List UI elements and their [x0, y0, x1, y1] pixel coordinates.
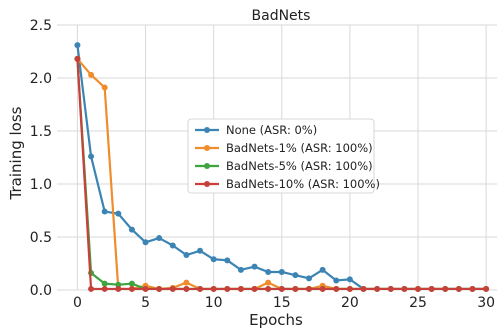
data-point: [428, 285, 435, 292]
data-point: [387, 285, 394, 292]
legend-label: BadNets-10% (ASR: 100%): [226, 177, 380, 191]
data-point: [210, 285, 217, 292]
legend-label: BadNets-5% (ASR: 100%): [226, 159, 373, 173]
legend-item: BadNets-1% (ASR: 100%): [195, 141, 373, 155]
legend-marker: [204, 127, 210, 133]
data-point: [183, 279, 190, 286]
data-point: [115, 281, 122, 288]
data-point: [306, 285, 313, 292]
series-lines: [74, 42, 490, 292]
data-point: [237, 285, 244, 292]
data-point: [115, 210, 122, 217]
x-tick-label: 0: [73, 295, 82, 311]
data-point: [142, 285, 149, 292]
chart-title: BadNets: [252, 8, 311, 24]
legend-item: None (ASR: 0%): [195, 123, 317, 137]
x-axis-label: Epochs: [249, 311, 303, 329]
x-tick-label: 10: [205, 295, 223, 311]
data-point: [306, 275, 313, 282]
data-point: [101, 285, 108, 292]
x-tick-label: 5: [141, 295, 150, 311]
legend: None (ASR: 0%) BadNets-1% (ASR: 100%) BadN…: [187, 118, 380, 194]
data-point: [265, 279, 272, 286]
data-point: [401, 285, 408, 292]
data-point: [455, 285, 462, 292]
x-tick-label: 30: [477, 295, 495, 311]
data-point: [346, 285, 353, 292]
data-point: [251, 263, 258, 270]
data-point: [142, 239, 149, 246]
data-point: [183, 252, 190, 259]
data-point: [265, 268, 272, 275]
data-point: [210, 256, 217, 263]
data-point: [88, 71, 95, 78]
data-point: [319, 285, 326, 292]
y-axis-label: Training loss: [7, 106, 25, 200]
data-point: [156, 285, 163, 292]
data-point: [101, 84, 108, 91]
legend-marker: [204, 145, 210, 151]
y-tick-label: 0.5: [30, 230, 52, 246]
data-point: [278, 285, 285, 292]
data-point: [224, 285, 231, 292]
data-point: [265, 285, 272, 292]
legend-box: [187, 118, 375, 194]
data-point: [333, 285, 340, 292]
data-point: [169, 285, 176, 292]
legend-label: None (ASR: 0%): [226, 123, 317, 137]
data-point: [88, 153, 95, 160]
legend-marker: [204, 181, 210, 187]
data-point: [101, 280, 108, 287]
data-point: [169, 242, 176, 249]
data-point: [115, 285, 122, 292]
y-tick-label: 2.0: [30, 71, 52, 87]
data-point: [292, 285, 299, 292]
data-point: [483, 285, 490, 292]
data-point: [74, 55, 81, 62]
legend-item: BadNets-5% (ASR: 100%): [195, 159, 373, 173]
y-tick-labels: 0.0 0.5 1.0 1.5 2.0 2.5: [30, 18, 52, 299]
data-point: [156, 235, 163, 242]
y-tick-label: 1.0: [30, 177, 52, 193]
data-point: [469, 285, 476, 292]
data-point: [128, 285, 135, 292]
x-tick-labels: 0 5 10 15 20 25 30: [73, 295, 495, 311]
legend-label: BadNets-1% (ASR: 100%): [226, 141, 373, 155]
legend-item: BadNets-10% (ASR: 100%): [195, 177, 380, 191]
y-tick-label: 1.5: [30, 124, 52, 140]
x-tick-label: 25: [409, 295, 427, 311]
data-point: [251, 285, 258, 292]
x-tick-label: 20: [341, 295, 359, 311]
data-point: [101, 208, 108, 215]
data-point: [333, 277, 340, 284]
data-point: [292, 272, 299, 279]
data-point: [128, 280, 135, 287]
data-point: [360, 285, 367, 292]
x-tick-label: 15: [273, 295, 291, 311]
data-point: [442, 285, 449, 292]
data-point: [183, 285, 190, 292]
data-point: [346, 276, 353, 283]
data-point: [374, 285, 381, 292]
data-point: [197, 247, 204, 254]
y-tick-label: 2.5: [30, 18, 52, 34]
series-3: [74, 55, 490, 292]
data-point: [197, 285, 204, 292]
legend-marker: [204, 163, 210, 169]
data-point: [74, 42, 81, 49]
data-point: [128, 226, 135, 233]
data-point: [88, 285, 95, 292]
data-point: [414, 285, 421, 292]
data-point: [224, 257, 231, 264]
data-point: [237, 266, 244, 273]
data-point: [319, 266, 326, 273]
data-point: [278, 268, 285, 275]
y-tick-label: 0.0: [30, 283, 52, 299]
